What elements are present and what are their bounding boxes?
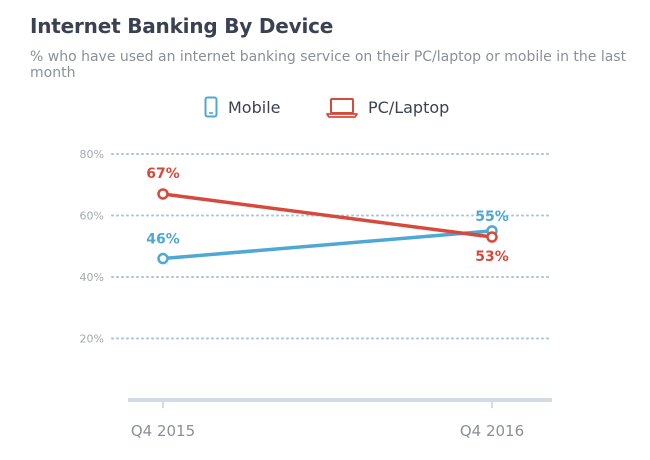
data-label-pc-laptop: 53% (475, 249, 509, 265)
legend-label-mobile: Mobile (228, 97, 281, 117)
y-tick-label: 80% (80, 148, 104, 161)
chart-subtitle: % who have used an internet banking serv… (30, 49, 627, 81)
data-point-pc-laptop (157, 188, 169, 200)
chart-title: Internet Banking By Device (30, 14, 334, 38)
laptop-icon (326, 98, 358, 118)
y-tick-label: 60% (80, 210, 104, 223)
data-label-mobile: 55% (475, 209, 509, 225)
series-line-pc-laptop (161, 192, 494, 239)
data-point-pc-laptop (486, 231, 498, 243)
axis-layer (128, 398, 552, 408)
x-tick-label: Q4 2016 (460, 422, 524, 440)
data-point-mobile (157, 252, 169, 265)
legend-item-mobile: Mobile (204, 92, 280, 122)
x-tick-label: Q4 2015 (131, 422, 195, 440)
legend-label-pc-laptop: PC/Laptop (368, 97, 450, 117)
data-label-pc-laptop: 67% (146, 166, 180, 182)
legend: Mobile PC/Laptop (0, 92, 650, 122)
y-tick-label: 40% (80, 271, 104, 284)
y-tick-label: 20% (80, 333, 104, 346)
data-label-mobile: 46% (146, 232, 180, 248)
mobile-phone-icon (204, 96, 218, 118)
series-layer (157, 188, 498, 265)
label-layer: 20% 40% 60% 80% Q4 2015 Q4 2016 46% 55% 67% 53% (80, 148, 525, 440)
series-line-mobile (161, 229, 494, 261)
legend-item-pc-laptop: PC/Laptop (326, 92, 449, 122)
